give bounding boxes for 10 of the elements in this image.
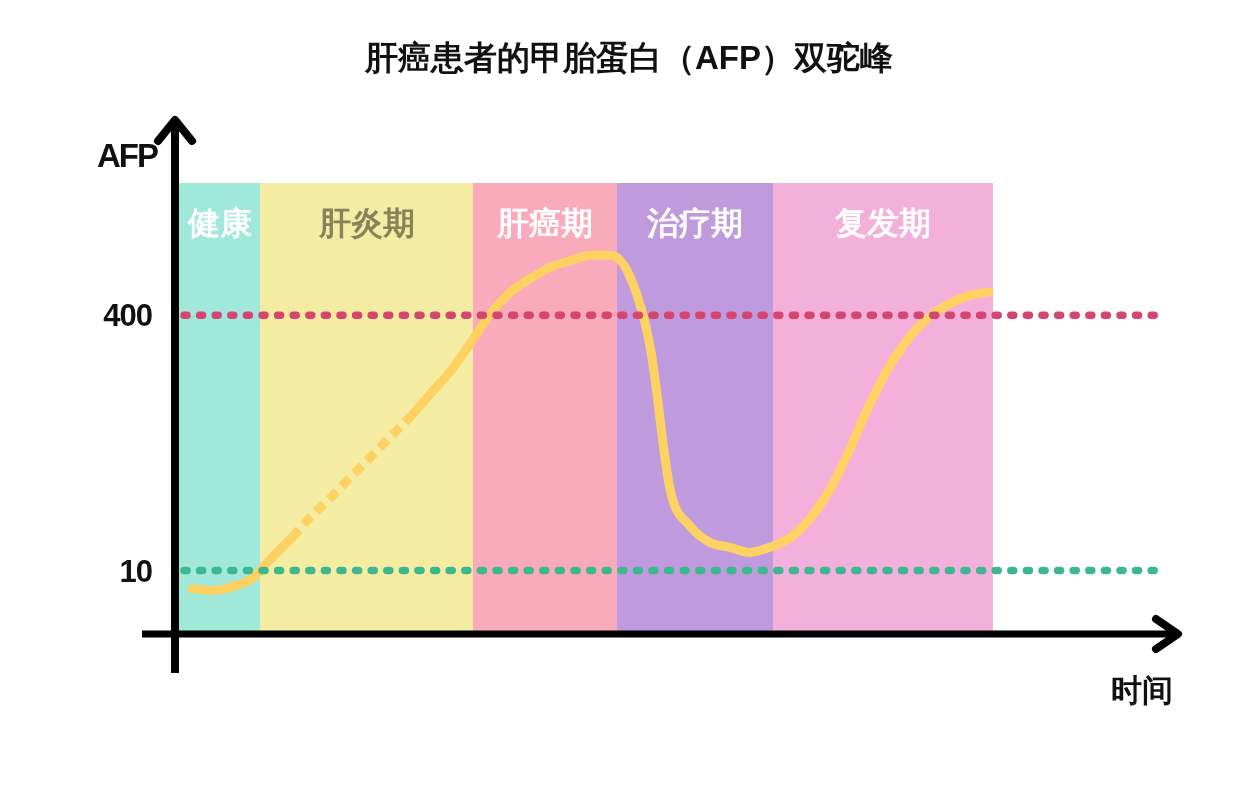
annotation: 肝炎期 — [318, 205, 415, 241]
annotation: 肝癌期 — [497, 205, 593, 241]
annotation: 治疗期 — [647, 205, 743, 241]
annotation: 复发期 — [835, 205, 931, 241]
y-tick-label: 400 — [103, 298, 152, 334]
x-title: 时间 — [1111, 673, 1173, 708]
y-title: AFP — [97, 137, 157, 174]
y-tick-label: 10 — [119, 553, 152, 589]
title: 肝癌患者的甲胎蛋白（AFP）双驼峰 — [365, 39, 893, 76]
annotation: 健康 — [187, 205, 252, 241]
